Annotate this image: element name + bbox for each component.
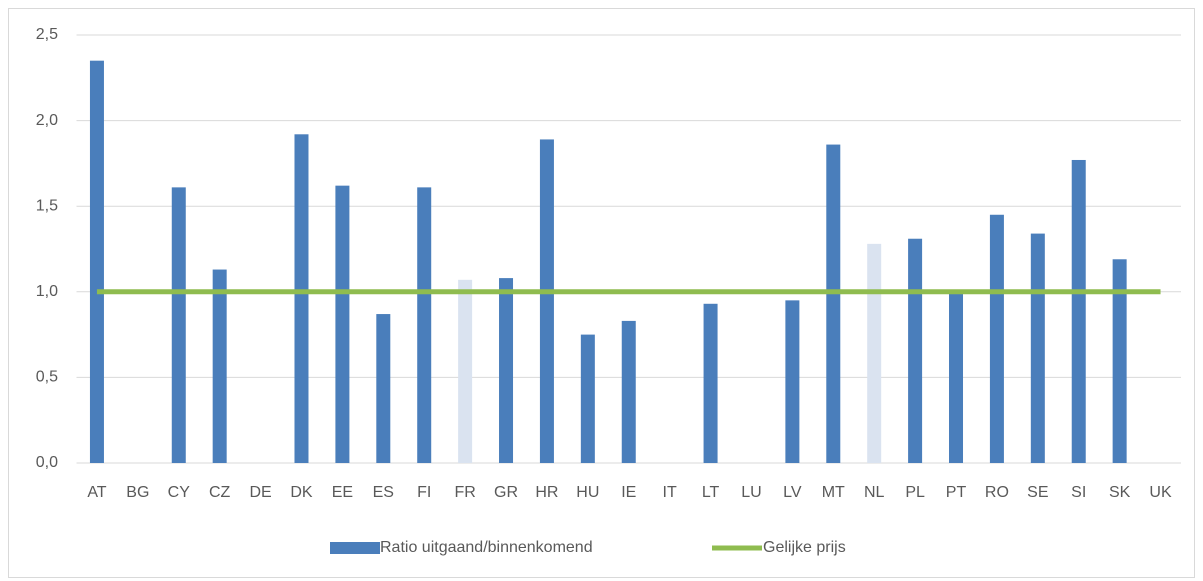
bar: [1112, 259, 1127, 463]
legend-swatch: [330, 542, 380, 554]
y-tick-label: 2,5: [36, 26, 58, 43]
y-tick-label: 0,5: [36, 369, 58, 386]
y-tick-label: 1,0: [36, 283, 58, 300]
x-tick-label: DK: [290, 484, 313, 501]
bar: [580, 334, 595, 463]
x-tick-label: MT: [822, 484, 845, 501]
x-tick-label: NL: [864, 484, 885, 501]
x-tick-label: ES: [373, 484, 394, 501]
bar: [417, 187, 432, 464]
bar: [621, 320, 636, 463]
x-tick-label: CZ: [209, 484, 231, 501]
bar: [539, 139, 554, 463]
x-tick-label: GR: [494, 484, 518, 501]
x-tick-label: IE: [621, 484, 636, 501]
x-tick-label: IT: [663, 484, 677, 501]
x-tick-label: FI: [417, 484, 431, 501]
bar: [785, 300, 800, 463]
bar: [212, 269, 227, 463]
x-tick-label: PL: [905, 484, 925, 501]
bar: [171, 187, 186, 464]
x-tick-label: HR: [535, 484, 558, 501]
bar: [826, 144, 841, 463]
x-tick-label: FR: [454, 484, 475, 501]
x-tick-label: LV: [783, 484, 802, 501]
bar: [89, 60, 104, 464]
bar: [949, 291, 964, 463]
bar: [867, 243, 882, 463]
x-tick-label: BG: [126, 484, 149, 501]
bar: [703, 303, 718, 463]
x-tick-label: LU: [741, 484, 761, 501]
x-tick-label: HU: [576, 484, 599, 501]
x-tick-label: SE: [1027, 484, 1048, 501]
legend-label: Gelijke prijs: [763, 539, 846, 556]
y-tick-label: 1,5: [36, 197, 58, 214]
bar: [376, 314, 391, 463]
bar: [1030, 233, 1045, 463]
legend-label: Ratio uitgaand/binnenkomend: [380, 539, 593, 556]
bar: [294, 134, 309, 463]
bar: [989, 214, 1004, 463]
y-tick-label: 0,0: [36, 454, 58, 471]
bar: [499, 278, 514, 463]
x-tick-label: DE: [249, 484, 271, 501]
x-tick-label: CY: [168, 484, 191, 501]
y-tick-label: 2,0: [36, 112, 58, 129]
x-tick-label: EE: [332, 484, 353, 501]
x-tick-label: LT: [702, 484, 720, 501]
bar: [1071, 159, 1086, 463]
bar: [335, 185, 350, 463]
x-tick-label: PT: [946, 484, 967, 501]
x-tick-label: SK: [1109, 484, 1131, 501]
bar: [458, 279, 473, 463]
bar: [908, 238, 923, 463]
x-tick-label: SI: [1071, 484, 1086, 501]
x-tick-label: AT: [87, 484, 106, 501]
x-tick-label: UK: [1149, 484, 1172, 501]
x-tick-label: RO: [985, 484, 1009, 501]
